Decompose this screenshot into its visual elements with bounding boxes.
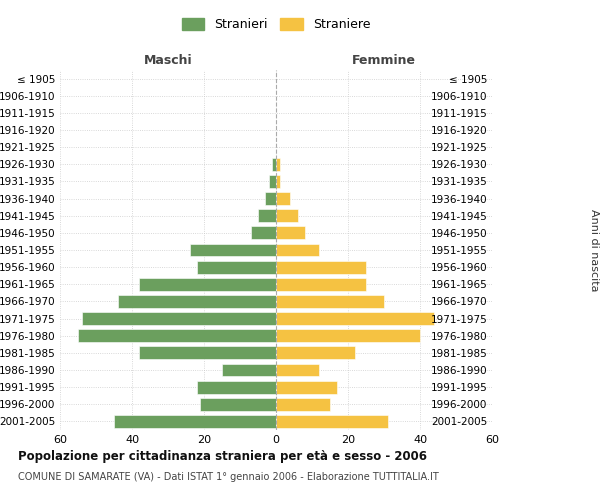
Text: COMUNE DI SAMARATE (VA) - Dati ISTAT 1° gennaio 2006 - Elaborazione TUTTITALIA.I: COMUNE DI SAMARATE (VA) - Dati ISTAT 1° … (18, 472, 439, 482)
Text: Anni di nascita: Anni di nascita (589, 209, 599, 291)
Bar (197, 380, 276, 394)
Bar (276, 295, 384, 308)
Bar (272, 158, 276, 170)
Bar (269, 175, 276, 188)
Bar (276, 312, 434, 325)
Bar (276, 415, 388, 428)
Text: Maschi: Maschi (143, 54, 193, 66)
Bar (276, 192, 290, 205)
Bar (258, 210, 276, 222)
Bar (276, 278, 366, 290)
Bar (276, 380, 337, 394)
Legend: Stranieri, Straniere: Stranieri, Straniere (178, 14, 374, 35)
Bar (78, 330, 276, 342)
Bar (197, 260, 276, 274)
Bar (276, 226, 305, 239)
Bar (276, 346, 355, 360)
Bar (200, 398, 276, 410)
Bar (265, 192, 276, 205)
Bar (276, 244, 319, 256)
Bar (139, 346, 276, 360)
Bar (276, 364, 319, 376)
Bar (251, 226, 276, 239)
Text: Femmine: Femmine (352, 54, 416, 66)
Bar (222, 364, 276, 376)
Bar (276, 398, 330, 410)
Bar (190, 244, 276, 256)
Bar (276, 175, 280, 188)
Bar (276, 210, 298, 222)
Bar (118, 295, 276, 308)
Bar (276, 158, 280, 170)
Bar (276, 330, 420, 342)
Bar (114, 415, 276, 428)
Text: Popolazione per cittadinanza straniera per età e sesso - 2006: Popolazione per cittadinanza straniera p… (18, 450, 427, 463)
Bar (139, 278, 276, 290)
Bar (276, 260, 366, 274)
Bar (82, 312, 276, 325)
